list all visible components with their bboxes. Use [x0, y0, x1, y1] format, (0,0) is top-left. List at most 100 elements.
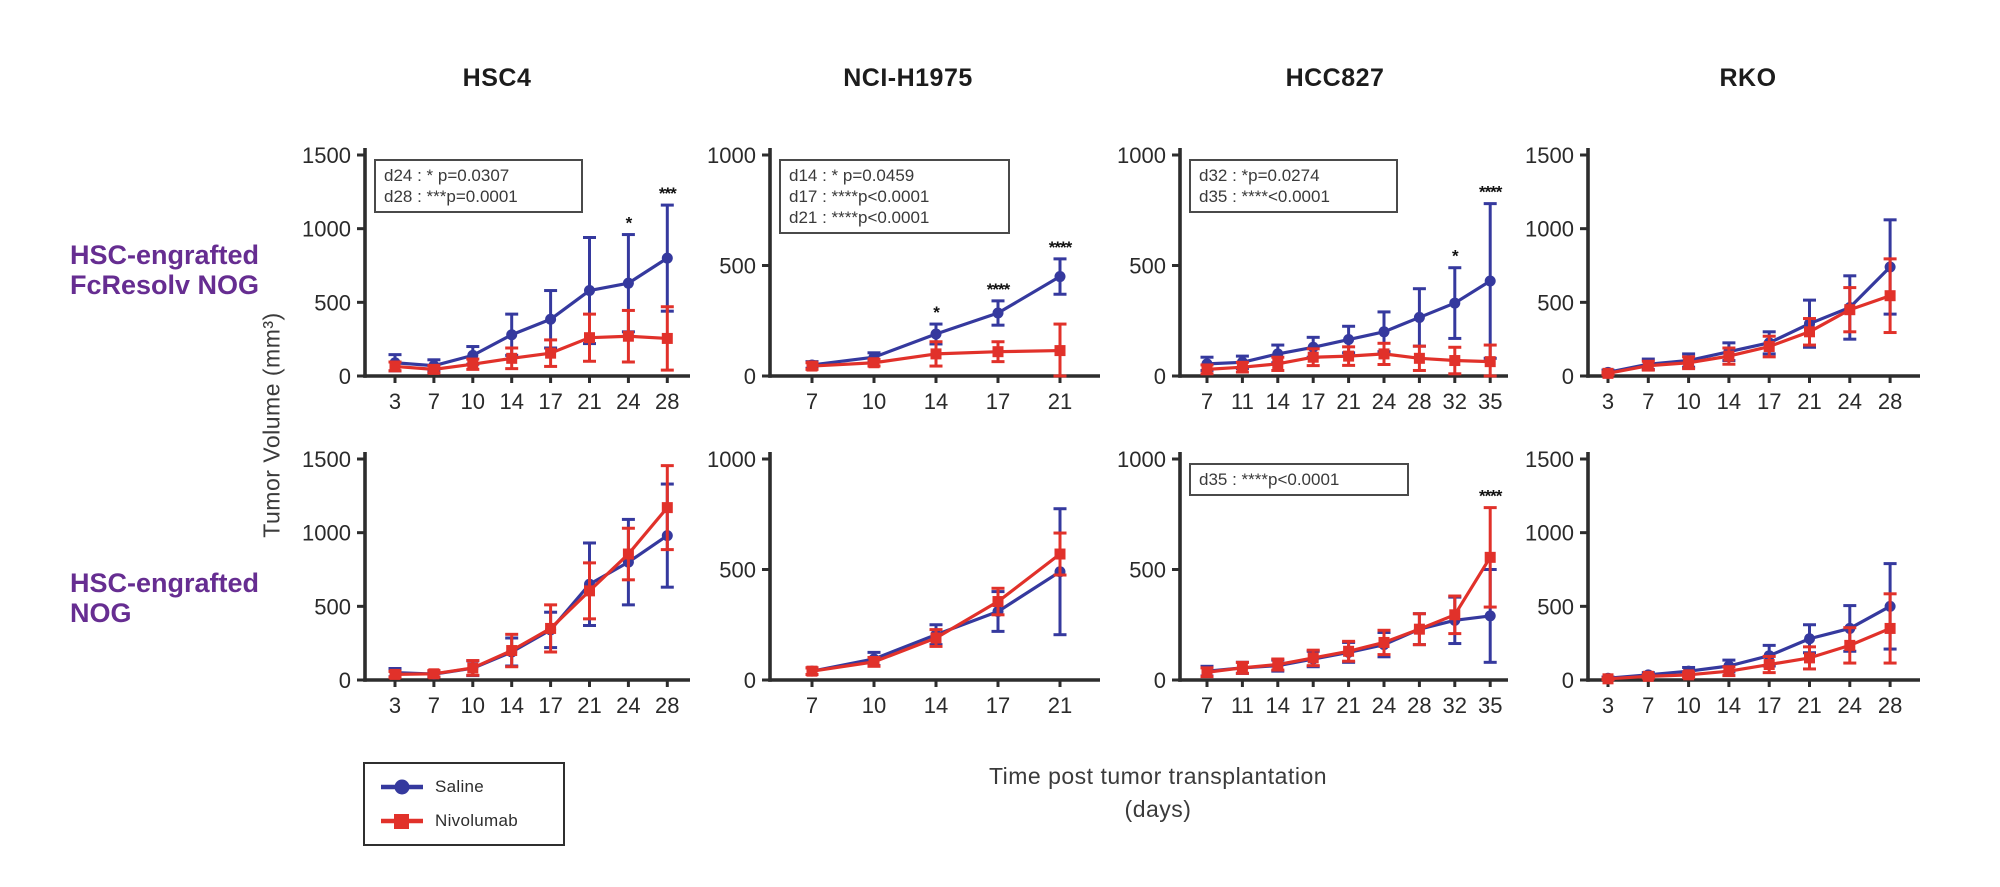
annotation-box: [1189, 463, 1409, 496]
data-point: [806, 360, 818, 372]
x-tick-label: 28: [1878, 389, 1902, 414]
panel-rko-fcresolv-nog: 0 500 1000 1500 3 7 10 14 17 21 24 28: [1525, 143, 1920, 414]
data-point: [545, 313, 557, 325]
data-point: [1683, 355, 1695, 367]
data-point: [428, 668, 440, 680]
data-point: [622, 277, 634, 289]
x-tick-label: 32: [1443, 693, 1467, 718]
data-point: [584, 285, 595, 297]
data-point: [467, 662, 479, 674]
data-point: [1307, 351, 1319, 363]
x-tick-label: 28: [1878, 693, 1902, 718]
data-point: [545, 622, 557, 634]
series-line: [394, 534, 669, 676]
x-tick-label: 21: [577, 693, 601, 718]
y-tick-label: 1500: [302, 447, 351, 472]
data-point: [1413, 623, 1425, 635]
y-tick-label: 500: [314, 290, 351, 315]
series-nivolumab: [388, 464, 674, 680]
data-point: [1723, 665, 1735, 677]
data-point: [1602, 366, 1614, 378]
data-point: [1201, 358, 1213, 370]
series-line: [1206, 556, 1492, 674]
x-tick-label: 28: [1407, 389, 1431, 414]
x-tick-label: 7: [1642, 389, 1654, 414]
data-point: [428, 668, 440, 680]
data-point: [1844, 304, 1856, 316]
series-nivolumab: [805, 531, 1067, 677]
series-nivolumab: [805, 322, 1067, 378]
data-point: [930, 328, 942, 340]
x-tick-label: 17: [538, 693, 562, 718]
significance-star: *: [933, 303, 940, 322]
x-tick-label: 10: [862, 389, 886, 414]
data-point: [389, 668, 401, 680]
x-tick-label: 14: [1717, 389, 1741, 414]
row-label-line: HSC-engrafted: [70, 240, 260, 270]
series-line: [394, 334, 668, 371]
data-point: [1844, 639, 1856, 651]
data-point: [1449, 614, 1461, 626]
data-point: [1054, 566, 1066, 578]
axes: 0 500 1000 1500 3 7 10 14 17 21 24 28: [302, 143, 690, 414]
annotation-text: d17 : ****p<0.0001: [789, 187, 929, 206]
pvalue-annotation: d24 : * p=0.0307 d28 : ***p=0.0001: [374, 159, 583, 213]
data-point: [1763, 659, 1775, 671]
data-point: [930, 632, 942, 644]
annotation-text: d35 : ****p<0.0001: [1199, 470, 1339, 489]
data-point: [1378, 348, 1390, 360]
x-tick-label: 17: [538, 389, 562, 414]
significance-star: ****: [1049, 238, 1073, 257]
data-point: [1602, 673, 1614, 685]
data-point: [1484, 551, 1496, 563]
data-point: [1236, 662, 1248, 674]
data-point: [584, 585, 595, 597]
row-label-line: FcResolv NOG: [70, 270, 260, 301]
data-point: [661, 332, 673, 344]
data-point: [1844, 301, 1856, 313]
series-saline: [388, 203, 674, 374]
x-axis-label-units: (days): [1124, 796, 1192, 822]
x-tick-label: 14: [924, 693, 948, 718]
x-tick-label: 11: [1231, 693, 1254, 718]
data-point: [1343, 646, 1355, 658]
y-tick-label: 500: [1129, 254, 1166, 279]
x-axis-label: Time post tumor transplantation: [988, 763, 1328, 789]
annotation-text: d14 : * p=0.0459: [789, 166, 914, 185]
y-tick-label: 1500: [302, 143, 351, 168]
significance-star: ***: [659, 184, 677, 203]
data-point: [1307, 653, 1319, 665]
series-line: [1206, 352, 1491, 371]
annotation-text: d28 : ***p=0.0001: [384, 187, 518, 206]
significance-star: ****: [1479, 183, 1503, 202]
data-point: [1201, 363, 1213, 375]
data-point: [584, 332, 595, 344]
annotation-box: [779, 159, 1010, 234]
data-point: [1642, 670, 1654, 682]
x-tick-label: 24: [1372, 389, 1396, 414]
series-line: [394, 256, 669, 368]
data-point: [1642, 358, 1654, 370]
y-tick-label: 500: [1537, 594, 1574, 619]
x-tick-label: 21: [1336, 693, 1360, 718]
x-tick-label: 7: [1201, 693, 1213, 718]
panel-rko-nog: 0 500 1000 1500 3 7 10 14 17 21 24 28: [1525, 447, 1920, 718]
x-tick-label: 3: [1602, 389, 1614, 414]
y-tick-label: 1000: [1117, 447, 1166, 472]
series-line: [811, 275, 1061, 367]
y-tick-label: 1000: [707, 143, 756, 168]
data-point: [506, 646, 518, 658]
x-tick-label: 7: [806, 389, 818, 414]
data-point: [1683, 357, 1695, 369]
data-point: [389, 360, 401, 372]
data-point: [428, 363, 440, 375]
y-tick-label: 1500: [1525, 447, 1574, 472]
panel-hsc4-nog: 0 500 1000 1500 3 7 10 14 17 21 24 28: [302, 447, 690, 718]
y-tick-label: 0: [744, 668, 756, 693]
panel-nci-h1975-nog: 0 500 1000 7 10 14 17 21: [707, 447, 1100, 718]
data-point: [1884, 261, 1896, 273]
saline-marker-icon: [381, 779, 423, 795]
data-point: [389, 667, 401, 679]
legend-item-nivolumab: Nivolumab: [379, 811, 563, 831]
